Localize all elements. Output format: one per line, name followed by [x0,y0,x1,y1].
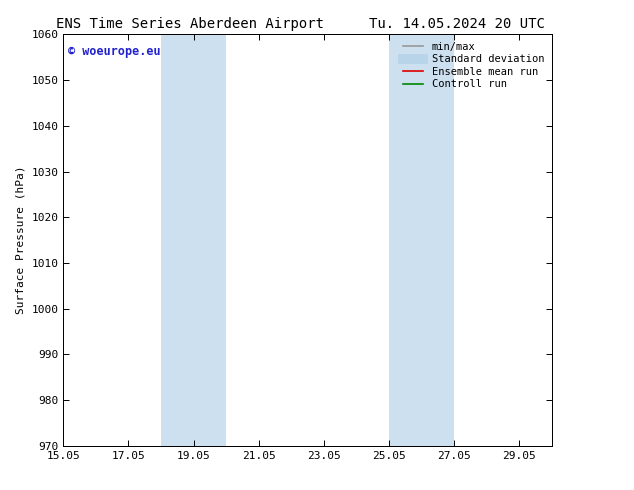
Text: © woeurope.eu: © woeurope.eu [68,45,161,58]
Bar [161,34,226,446]
Text: Tu. 14.05.2024 20 UTC: Tu. 14.05.2024 20 UTC [368,17,545,31]
Legend: min/max, Standard deviation, Ensemble mean run, Controll run: min/max, Standard deviation, Ensemble me… [401,40,547,92]
Bar [389,34,454,446]
Text: ENS Time Series Aberdeen Airport: ENS Time Series Aberdeen Airport [56,17,324,31]
Y-axis label: Surface Pressure (hPa): Surface Pressure (hPa) [16,166,26,315]
